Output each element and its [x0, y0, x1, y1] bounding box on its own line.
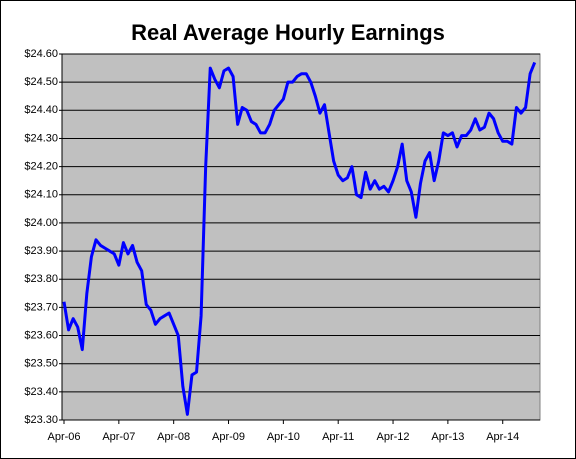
- y-tick-label: $23.50: [24, 358, 58, 370]
- x-tick-label: Apr-10: [267, 431, 300, 443]
- x-tick-label: Apr-09: [212, 431, 245, 443]
- y-tick-label: $24.10: [24, 189, 58, 201]
- y-tick-label: $23.60: [24, 329, 58, 341]
- y-tick-label: $24.40: [24, 104, 58, 116]
- x-tick-label: Apr-13: [431, 431, 464, 443]
- x-tick-label: Apr-12: [377, 431, 410, 443]
- x-tick-label: Apr-08: [157, 431, 190, 443]
- y-tick-label: $24.30: [24, 132, 58, 144]
- y-tick-label: $24.20: [24, 161, 58, 173]
- y-tick-label: $24.00: [24, 217, 58, 229]
- data-line: [62, 61, 537, 416]
- y-tick-label: $24.60: [24, 48, 58, 60]
- x-tick-label: Apr-06: [47, 431, 80, 443]
- y-tick-label: $23.40: [24, 386, 58, 398]
- x-tick-label: Apr-14: [486, 431, 519, 443]
- y-tick-label: $24.50: [24, 76, 58, 88]
- chart-title: Real Average Hourly Earnings: [131, 20, 445, 45]
- y-tick-label: $23.80: [24, 273, 58, 285]
- x-tick-label: Apr-07: [102, 431, 135, 443]
- y-tick-label: $23.30: [24, 414, 58, 426]
- y-tick-label: $23.90: [24, 245, 58, 257]
- x-tick-label: Apr-11: [322, 431, 354, 443]
- plot-area: [61, 53, 541, 421]
- y-tick-label: $23.70: [24, 301, 58, 313]
